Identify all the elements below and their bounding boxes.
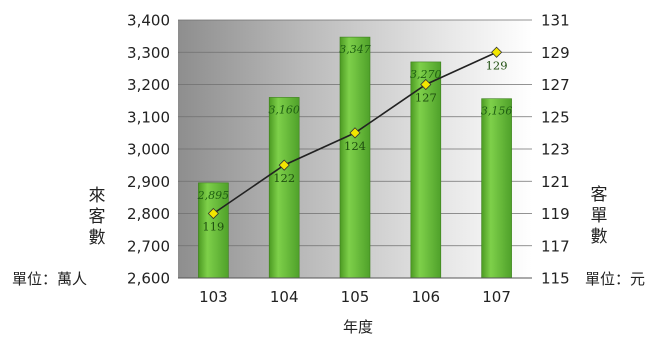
line-series: 119 122 124 127 129 [202, 46, 508, 234]
bar-value-label: 3,156 [481, 105, 513, 118]
line-point-marker [349, 127, 361, 139]
bar-value-label: 3,347 [339, 43, 371, 56]
bar-value-label: 2,895 [197, 189, 230, 202]
left-tick-label: 2,700 [127, 237, 170, 255]
left-tick-label: 3,000 [127, 141, 170, 159]
right-tick-label: 125 [541, 108, 570, 126]
right-tick-label: 121 [541, 173, 570, 191]
line-value-label: 119 [202, 220, 224, 234]
right-axis-ticks: 131 129 127 125 123 121 119 117 115 [541, 12, 570, 288]
line-value-label: 122 [273, 171, 295, 185]
left-tick-label: 2,900 [127, 173, 170, 191]
bar [339, 36, 371, 279]
line-point-marker [420, 78, 432, 91]
line-point-marker [491, 46, 503, 58]
bar [410, 61, 442, 279]
right-tick-label: 131 [541, 12, 570, 30]
axis-title-text: 客單數 [591, 185, 608, 247]
right-tick-label: 129 [541, 44, 570, 62]
left-tick-label: 2,600 [127, 270, 170, 288]
x-axis-ticks: 103 104 105 106 107 [199, 288, 511, 306]
left-axis-title: 來客數 [89, 186, 106, 248]
bar-value-label: 3,160 [268, 103, 300, 116]
left-tick-label: 3,300 [127, 44, 170, 62]
right-tick-label: 127 [541, 76, 570, 94]
left-tick-label: 2,800 [127, 205, 170, 223]
line-value-label: 127 [415, 91, 437, 105]
x-tick-label: 107 [482, 288, 511, 306]
x-axis-title: 年度 [343, 318, 373, 336]
left-tick-label: 3,200 [127, 76, 170, 94]
bar-value-label: 3,270 [410, 68, 442, 81]
left-axis-ticks: 3,400 3,300 3,200 3,100 3,000 2,900 2,800 2,700… [127, 12, 170, 288]
bar [481, 98, 512, 279]
line-point-marker [207, 207, 219, 220]
right-unit-label: 單位：元 [585, 270, 645, 288]
line-value-label: 129 [486, 58, 508, 72]
axis-title-text: 來客數 [89, 186, 106, 248]
x-tick-label: 103 [199, 288, 228, 306]
bar-series: 2,895 3,160 3,347 3,270 3,156 [197, 36, 513, 279]
bar [268, 97, 300, 279]
x-tick-label: 105 [341, 288, 370, 306]
line-point-marker [278, 159, 290, 171]
right-tick-label: 117 [541, 237, 570, 255]
x-tick-label: 104 [270, 288, 299, 306]
left-tick-label: 3,400 [127, 12, 170, 30]
bar [198, 182, 229, 279]
right-tick-label: 123 [541, 141, 570, 159]
line-value-label: 124 [344, 139, 366, 153]
left-unit-label: 單位：萬人 [12, 270, 87, 288]
x-tick-label: 106 [411, 288, 440, 306]
right-tick-label: 115 [541, 270, 570, 288]
right-tick-label: 119 [541, 205, 570, 223]
left-tick-label: 3,100 [127, 108, 170, 126]
right-axis-title: 客單數 [591, 185, 608, 247]
